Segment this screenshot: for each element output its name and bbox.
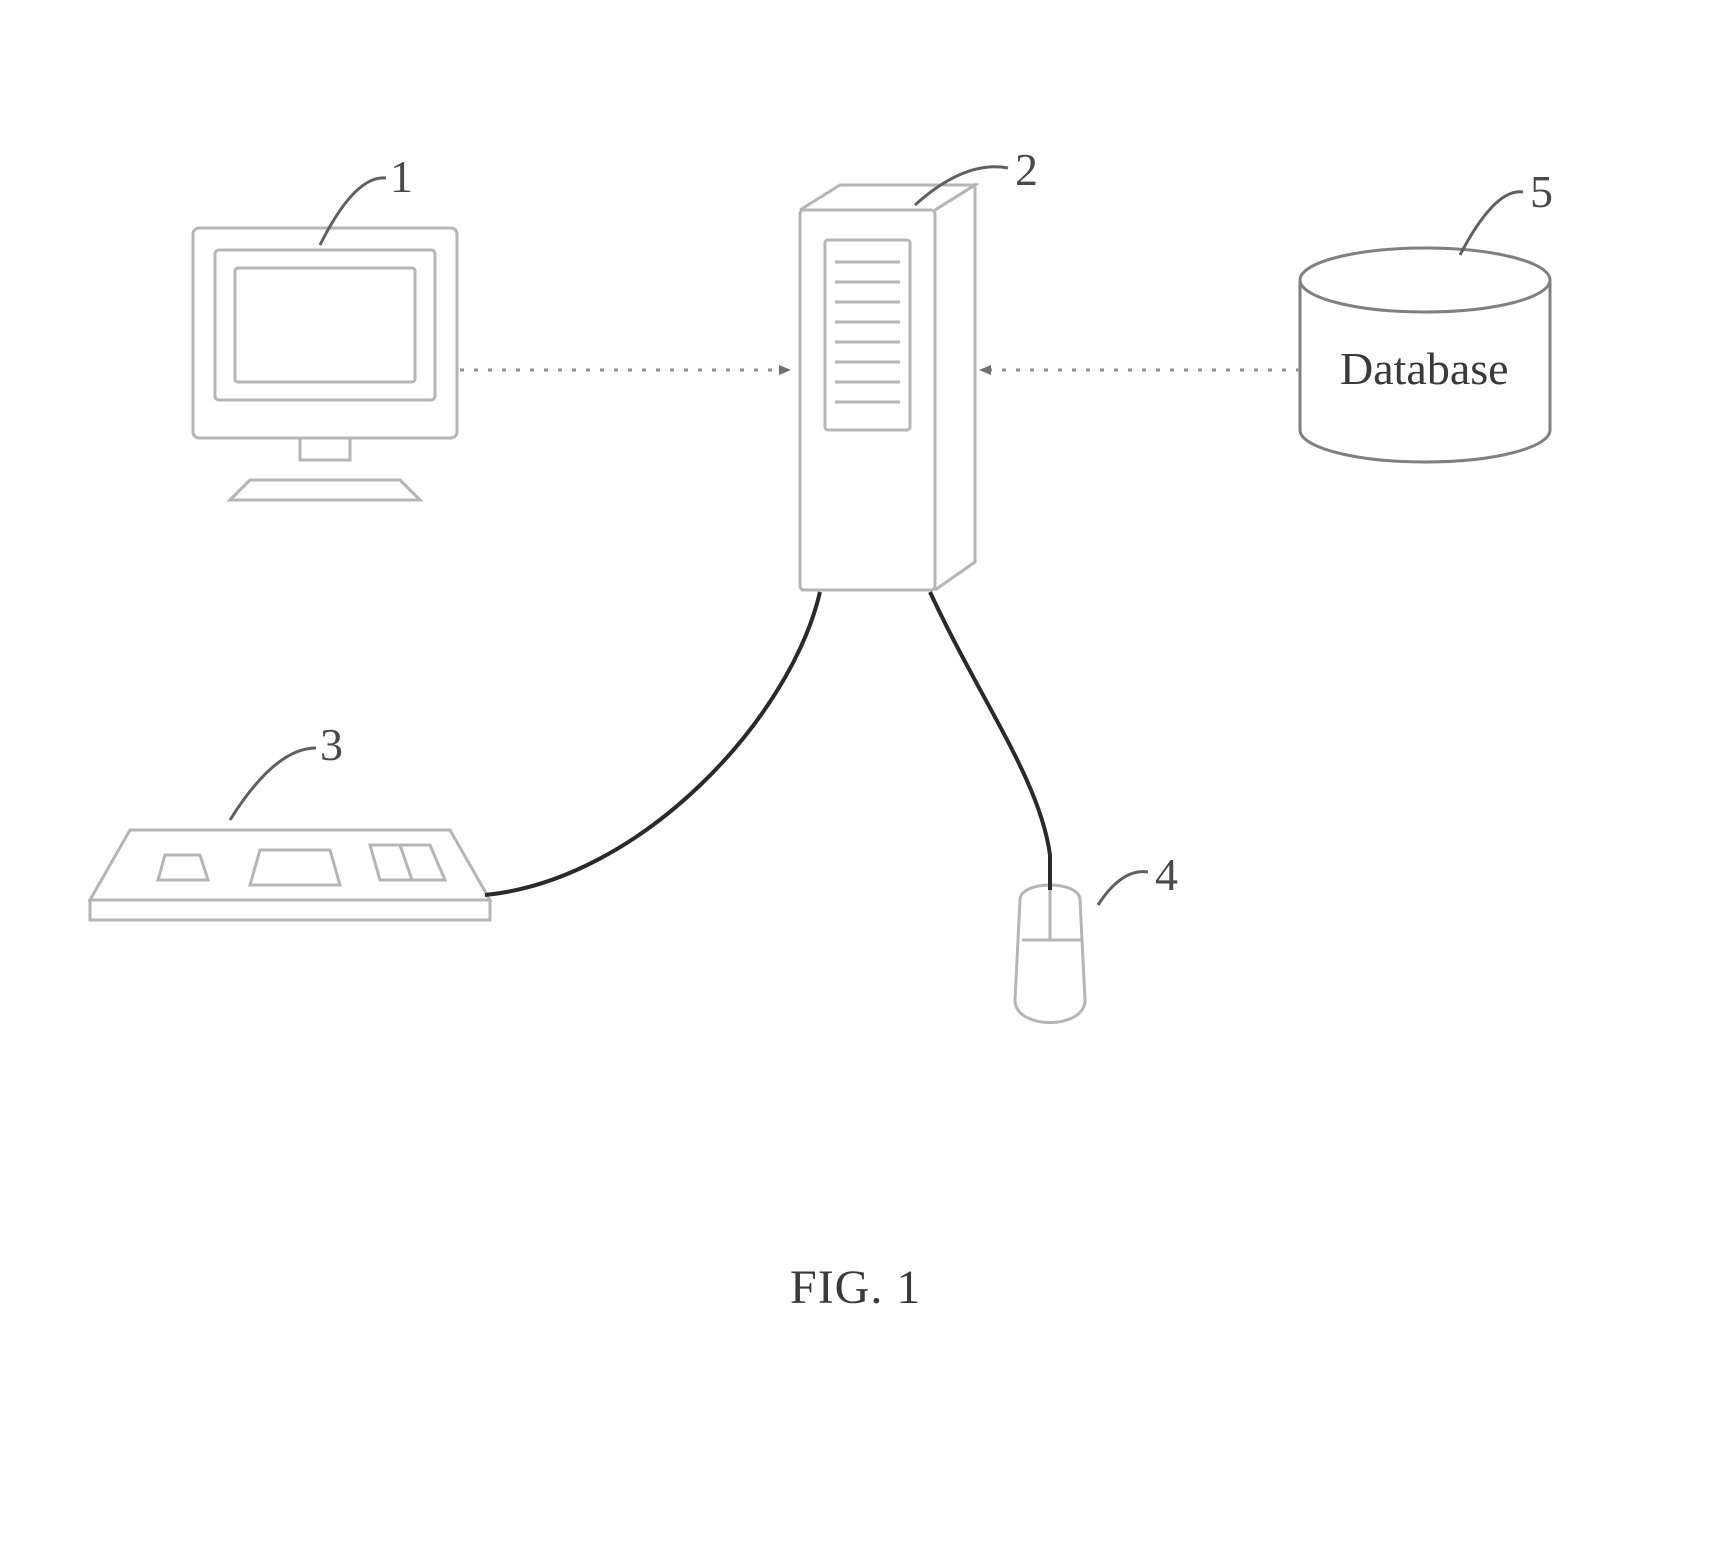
cable-server-to-mouse bbox=[930, 592, 1050, 890]
cable-server-to-keyboard bbox=[485, 592, 820, 895]
ref-label-2: 2 bbox=[1015, 143, 1038, 196]
figure-canvas: 1 2 3 4 5 Database FIG. 1 bbox=[0, 0, 1721, 1541]
leader-3 bbox=[230, 748, 316, 820]
server-icon bbox=[800, 185, 975, 590]
connections-cable bbox=[485, 592, 1050, 895]
figure-caption: FIG. 1 bbox=[790, 1260, 921, 1315]
leader-1 bbox=[320, 178, 386, 245]
leader-4 bbox=[1098, 872, 1148, 905]
mouse-icon bbox=[1015, 885, 1085, 1023]
keyboard-icon bbox=[90, 830, 490, 920]
leader-5 bbox=[1460, 192, 1523, 255]
monitor-icon bbox=[193, 228, 457, 500]
ref-label-4: 4 bbox=[1155, 848, 1178, 901]
leader-lines bbox=[230, 167, 1523, 905]
ref-label-1: 1 bbox=[390, 150, 413, 203]
ref-label-5: 5 bbox=[1530, 165, 1553, 218]
database-label: Database bbox=[1340, 342, 1509, 395]
ref-label-3: 3 bbox=[320, 718, 343, 771]
